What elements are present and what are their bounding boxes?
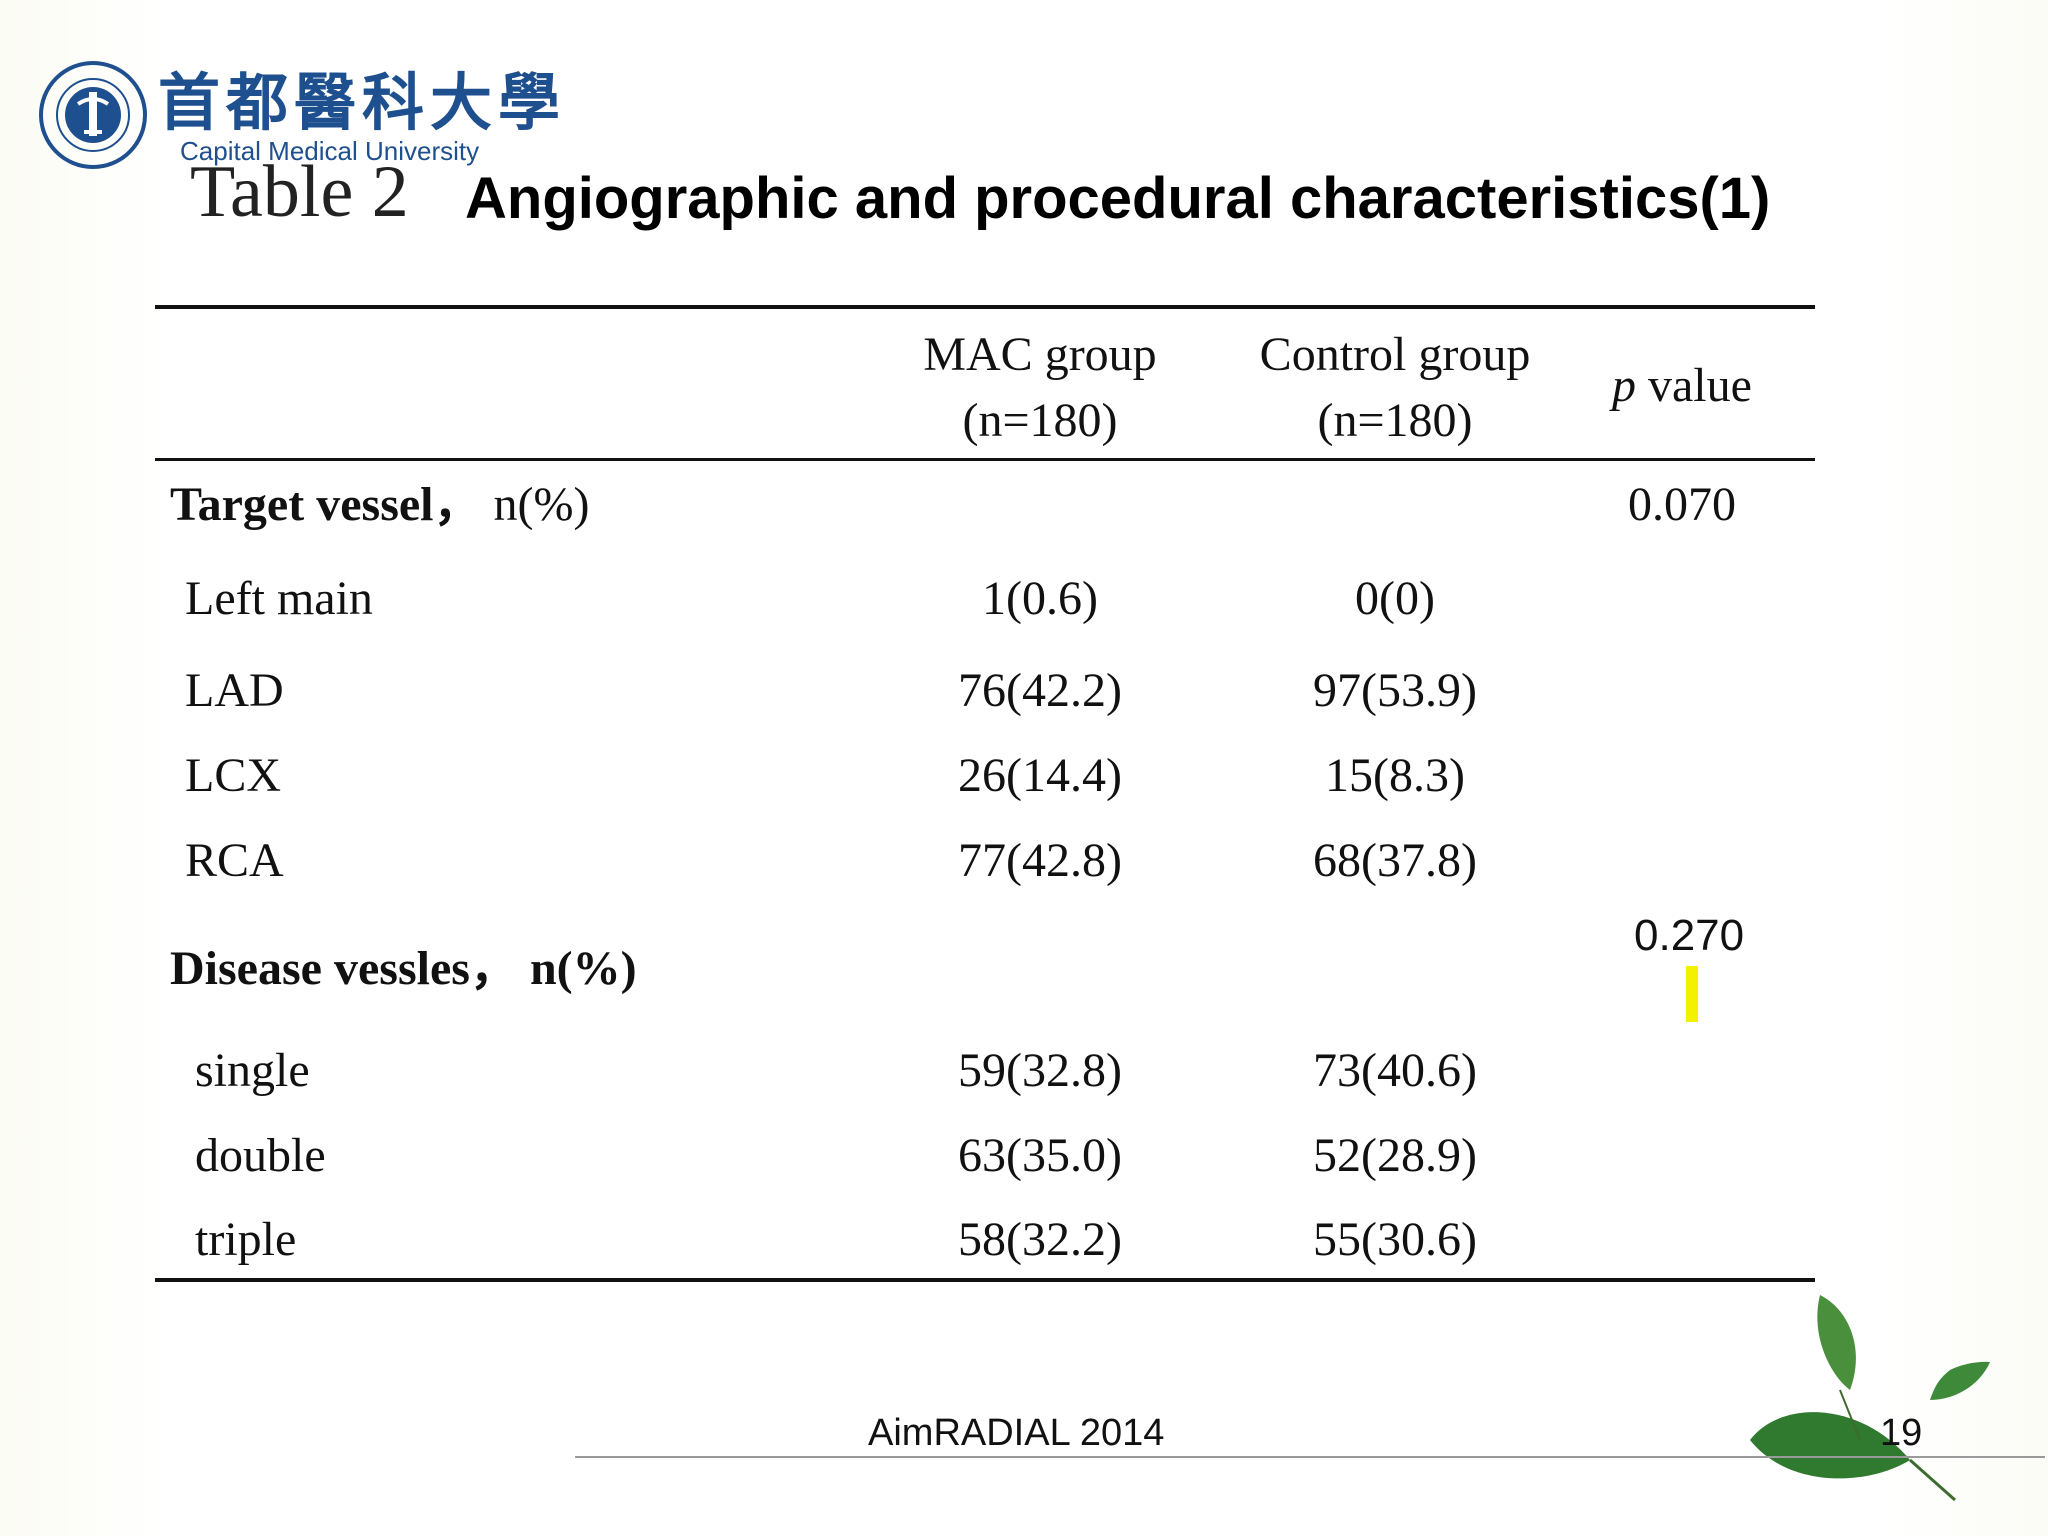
cell-mac: 26(14.4): [958, 749, 1122, 802]
p-italic: p: [1612, 359, 1636, 412]
highlight-marker: [1686, 966, 1698, 1022]
p-value-label: value: [1636, 359, 1752, 412]
cell-mac: 58(32.2): [958, 1213, 1122, 1266]
row-label: LAD: [185, 664, 284, 717]
cell-control: 97(53.9): [1313, 664, 1477, 717]
section-unit: n(%): [529, 942, 637, 995]
col-header-control: Control group (n=180): [1210, 322, 1580, 454]
cell-mac: 59(32.8): [958, 1044, 1122, 1097]
col-header-mac-n: (n=180): [962, 394, 1118, 447]
cell-control: 52(28.9): [1313, 1129, 1477, 1182]
col-header-control-n: (n=180): [1317, 394, 1473, 447]
footer-text: AimRADIAL 2014: [868, 1412, 1165, 1454]
cell-mac: 77(42.8): [958, 834, 1122, 887]
cell-mac: 63(35.0): [958, 1129, 1122, 1182]
col-header-p-value: p value: [1612, 362, 1752, 410]
table-top-rule: [155, 305, 1815, 309]
slide-title: Angiographic and procedural characterist…: [465, 166, 1771, 231]
section-target-vessel: Target vessel， n(%): [170, 481, 589, 529]
p-value-disease-vessels: 0.270: [1634, 911, 1745, 960]
row-label: double: [195, 1129, 326, 1182]
row-label: LCX: [185, 749, 281, 802]
col-header-mac-label: MAC group: [923, 328, 1157, 381]
cell-control: 73(40.6): [1313, 1044, 1477, 1097]
table-bottom-rule: [155, 1278, 1815, 1282]
section-disease-vessels: Disease vessles， n(%): [170, 945, 637, 993]
university-name-chinese: 首都醫科大學: [158, 66, 567, 139]
university-name-english: Capital Medical University: [180, 136, 480, 166]
table-number: Table 2: [190, 151, 409, 233]
section-unit: n(%): [493, 478, 590, 531]
row-label: RCA: [185, 834, 284, 887]
col-header-mac: MAC group (n=180): [880, 322, 1200, 454]
section-label: Disease vessles，: [170, 942, 518, 995]
row-label: Left main: [185, 572, 373, 625]
footer-divider: [575, 1456, 2045, 1458]
col-header-control-label: Control group: [1259, 328, 1531, 381]
table-header-rule: [155, 458, 1815, 461]
cell-control: 0(0): [1355, 572, 1435, 625]
cell-control: 55(30.6): [1313, 1213, 1477, 1266]
cell-mac: 76(42.2): [958, 664, 1122, 717]
section-label: Target vessel，: [170, 478, 482, 531]
page-number: 19: [1880, 1412, 1923, 1454]
row-label: single: [195, 1044, 310, 1097]
leaves-icon: [1750, 1295, 1990, 1502]
cell-control: 15(8.3): [1325, 749, 1465, 802]
university-seal-icon: [39, 61, 147, 169]
p-value-target-vessel: 0.070: [1628, 478, 1736, 531]
cell-mac: 1(0.6): [982, 572, 1098, 625]
cell-control: 68(37.8): [1313, 834, 1477, 887]
row-label: triple: [195, 1213, 297, 1266]
